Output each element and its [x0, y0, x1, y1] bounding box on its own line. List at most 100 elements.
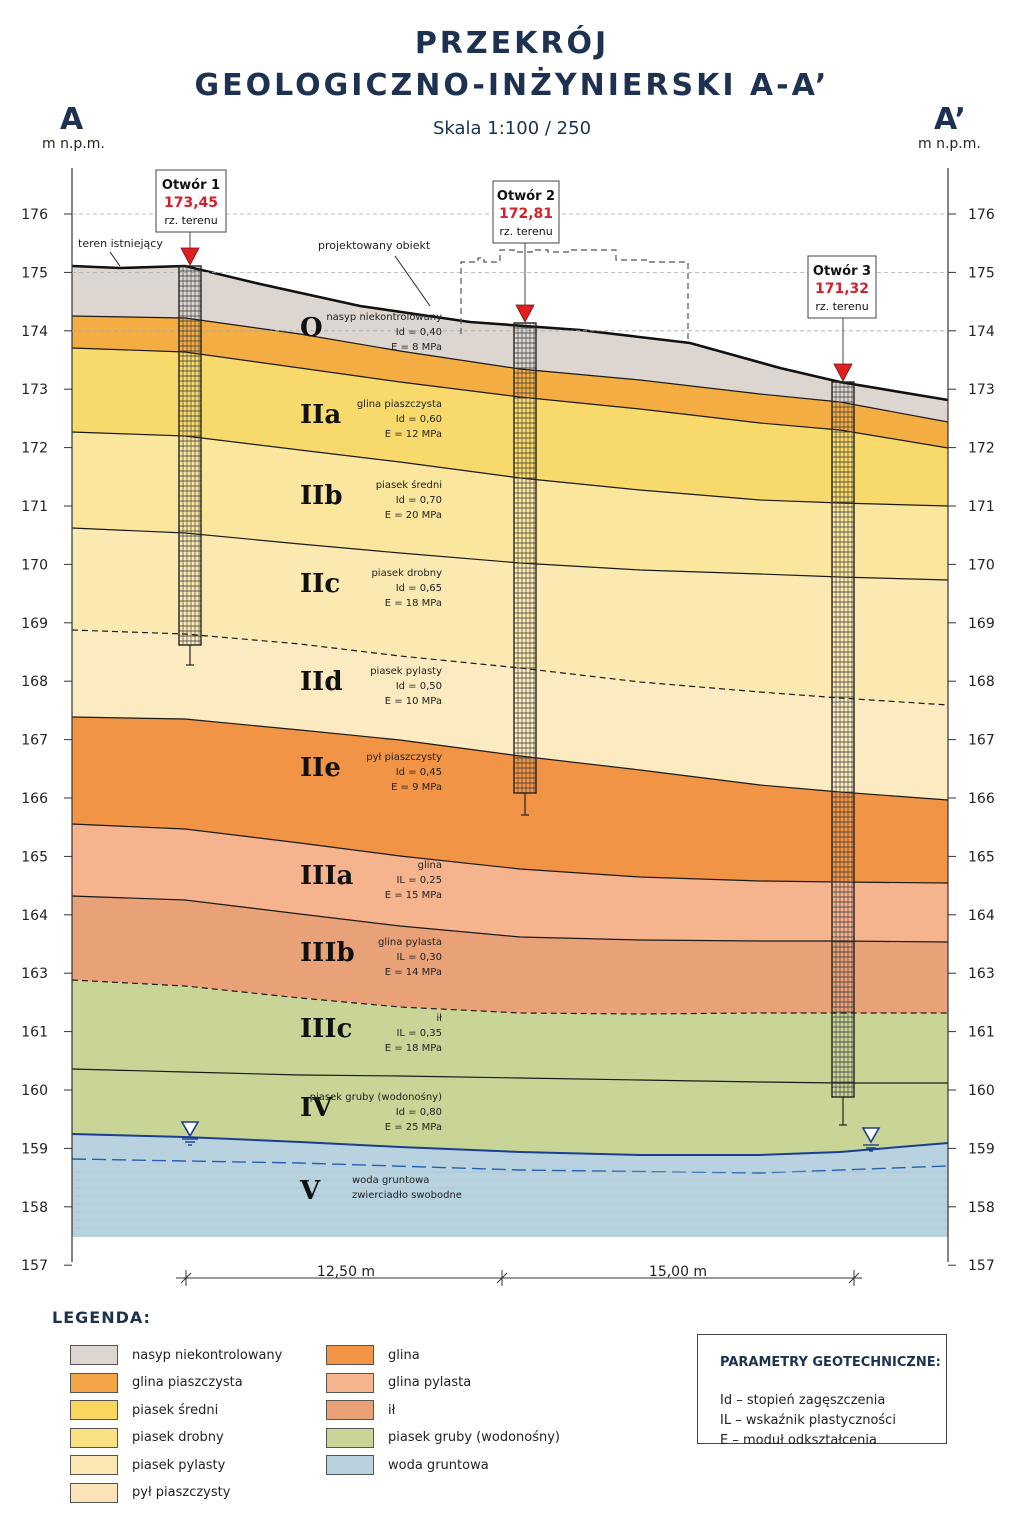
- parameter-il: IL – wskaźnik plastyczności: [720, 1413, 896, 1428]
- parameter-id: Id – stopień zagęszczenia: [720, 1393, 886, 1408]
- existing-terrain-arrow: [109, 251, 121, 267]
- elevation-tick-label-left: 174: [21, 324, 48, 340]
- elevation-tick-label-left: 176: [21, 207, 48, 223]
- legend-title: LEGENDA:: [52, 1308, 151, 1327]
- layer-band: [72, 316, 948, 448]
- layer-band: [72, 896, 948, 1014]
- legend-label: woda gruntowa: [388, 1457, 489, 1473]
- legend-swatch: [70, 1400, 118, 1420]
- legend-label: piasek średni: [132, 1402, 219, 1418]
- dimension-tick: [496, 1272, 508, 1284]
- elevation-tick-label-left: 170: [21, 557, 48, 573]
- elevation-tick-label-left: 175: [21, 265, 48, 281]
- diagram-title-line2: GEOLOGICZNO-INŻYNIERSKI A-A’: [194, 68, 830, 103]
- elevation-tick-label-right: 163: [968, 966, 995, 982]
- layer-param-1: Id = 0,50: [396, 681, 442, 692]
- geological-cross-section: 176 176 175 175 174 174 173 173 172 172 171 171 170 1…: [21, 168, 995, 1286]
- layer-name: piasek gruby (wodonośny): [310, 1091, 442, 1103]
- borehole-elevation-label: rz. terenu: [164, 214, 217, 227]
- scale-label: Skala 1:100 / 250: [432, 118, 592, 139]
- layer-name: ił: [436, 1013, 442, 1024]
- borehole-elevation: 171,32: [815, 281, 869, 297]
- layer-name: glina piaszczysta: [357, 399, 442, 410]
- legend-label: ił: [388, 1402, 396, 1418]
- layer-param-1: IL = 0,30: [396, 952, 442, 963]
- layer-param-2: E = 8 MPa: [391, 342, 442, 353]
- borehole-name: Otwór 3: [813, 264, 871, 279]
- elevation-tick-label-left: 158: [21, 1200, 48, 1216]
- layer-param-1: Id = 0,60: [396, 414, 442, 425]
- legend-label: piasek drobny: [132, 1430, 224, 1445]
- layer-param-1: Id = 0,70: [396, 495, 442, 506]
- elevation-tick-label-left: 169: [21, 616, 48, 632]
- borehole-marker-icon: [833, 363, 853, 382]
- elevation-tick-label-left: 167: [21, 733, 48, 749]
- layer-boundary: [71, 1068, 948, 1084]
- elevation-tick-label-right: 176: [968, 207, 995, 223]
- layer-name: piasek pylasty: [370, 666, 442, 677]
- borehole-box: [807, 255, 877, 319]
- layer-name: glina: [418, 860, 442, 871]
- layer-code: IIIc: [300, 1014, 352, 1044]
- elevation-tick-label-left: 171: [21, 499, 48, 515]
- layer-boundary: [71, 979, 948, 1015]
- layer-boundary: [71, 823, 949, 884]
- legend-item: nasyp niekontrolowany: [70, 1344, 282, 1366]
- elevation-tick-label-left: 161: [21, 1025, 48, 1041]
- parameters-title: PARAMETRY GEOTECHNICZNE:: [720, 1355, 941, 1370]
- water-level-icon: [861, 1127, 881, 1152]
- elevation-tick-label-right: 164: [968, 908, 995, 924]
- legend-swatch: [326, 1372, 374, 1393]
- layer-code: IIb: [300, 481, 343, 511]
- layer-param-1: IL = 0,25: [396, 875, 442, 886]
- elevation-tick-label-left: 159: [21, 1141, 48, 1157]
- layer-name: piasek średni: [376, 479, 442, 491]
- water-table-dashed-line: [71, 1158, 949, 1174]
- dimension-tick: [848, 1272, 860, 1284]
- legend-swatch: [70, 1372, 118, 1393]
- water-triangle: [180, 1121, 200, 1138]
- layer-name: nasyp niekontrolowany: [326, 312, 442, 323]
- legend-item: woda gruntowa: [326, 1454, 489, 1476]
- layer-code: IIe: [300, 753, 341, 783]
- legend-swatch: [326, 1345, 374, 1365]
- legend-label: piasek gruby (wodonośny): [388, 1430, 561, 1445]
- legend-swatch: [70, 1427, 118, 1448]
- elevation-tick-label-left: 163: [21, 966, 48, 982]
- layer-boundary: [71, 347, 949, 449]
- layer-param-1: Id = 0,45: [396, 767, 442, 778]
- layer-name: glina pylasta: [378, 937, 442, 948]
- layer-param-2: E = 10 MPa: [385, 696, 442, 707]
- legend-swatch: [70, 1455, 118, 1475]
- legend-swatch: [326, 1455, 374, 1475]
- elevation-tick-label-left: 164: [21, 908, 48, 924]
- legend-label: piasek pylasty: [132, 1457, 226, 1473]
- layer-name: pył piaszczysty: [366, 752, 442, 763]
- legend-swatch: [70, 1345, 118, 1365]
- elevation-tick-label-left: 172: [21, 441, 48, 457]
- legend-label: glina pylasta: [388, 1375, 472, 1390]
- layer-band: [72, 528, 948, 705]
- dimension-tick: [180, 1272, 192, 1284]
- legend-label: pył piaszczysty: [132, 1485, 231, 1500]
- legend-swatch: [326, 1427, 374, 1448]
- layer-param-2: E = 9 MPa: [391, 782, 442, 793]
- layer-boundary: [71, 895, 949, 943]
- layer-code: IIc: [300, 569, 340, 599]
- parameter-e: E – moduł odkształcenia: [720, 1433, 877, 1448]
- borehole-elevation: 173,45: [164, 195, 218, 211]
- borehole-box: [492, 180, 560, 244]
- legend-label: glina: [388, 1347, 420, 1363]
- legend-item: ił: [326, 1399, 395, 1421]
- borehole-name: Otwór 2: [497, 189, 555, 204]
- layer-code: IId: [300, 667, 343, 697]
- layer-param-1: zwierciadło swobodne: [352, 1190, 462, 1201]
- dimension-label-2: 15,00 m: [649, 1264, 707, 1280]
- borehole-elevation: 172,81: [499, 206, 553, 222]
- elevation-tick-label-right: 173: [968, 382, 995, 398]
- elevation-tick-label-left: 157: [21, 1258, 48, 1274]
- layer-boundary: [71, 629, 949, 706]
- layer-param-1: Id = 0,65: [396, 583, 442, 594]
- layer-band: [72, 1069, 948, 1155]
- legend-label: glina piaszczysta: [132, 1375, 243, 1390]
